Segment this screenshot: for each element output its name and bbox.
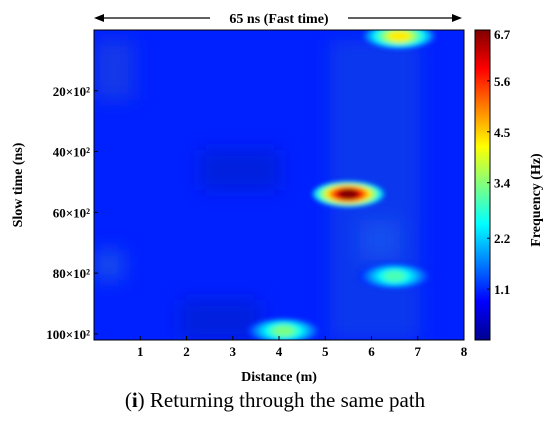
x-tick-label-3: 3 [230, 344, 237, 359]
x-tick-label-2: 2 [183, 344, 190, 359]
hotspots [247, 30, 436, 340]
heatmap-plot [94, 30, 464, 340]
hotspot-2-ring-7 [338, 188, 359, 200]
colorbar-label: Frequency (Hz) [529, 153, 544, 247]
hotspot-4 [247, 317, 320, 340]
x-axis-ticks: 1 2 3 4 5 6 7 8 [137, 336, 468, 359]
x-tick-label-5: 5 [322, 344, 329, 359]
hotspot-1 [363, 30, 436, 50]
fast-time-arrowhead-right [452, 14, 462, 22]
colorbar-ticks: 1.1 2.2 3.4 4.5 5.6 6.7 [487, 27, 511, 297]
y-tick-label-4: 80×10² [53, 266, 90, 281]
x-tick-label-7: 7 [415, 344, 422, 359]
x-tick-label-4: 4 [276, 344, 283, 359]
colorbar: 1.1 2.2 3.4 4.5 5.6 6.7 Frequency (Hz) [474, 27, 544, 341]
caption-label: i [131, 388, 138, 412]
x-tick-label-6: 6 [368, 344, 375, 359]
fast-time-label: 65 ns (Fast time) [229, 12, 328, 27]
colorbar-tick-label-2: 2.2 [494, 231, 510, 246]
caption-text: Returning through the same path [144, 388, 426, 412]
fast-time-annotation: 65 ns (Fast time) [94, 12, 462, 27]
hotspot-1-ring-7 [389, 30, 410, 42]
hotspot-4-ring-7 [273, 325, 294, 337]
colorbar-gradient [474, 29, 491, 341]
x-tick-label-1: 1 [137, 344, 144, 359]
colorbar-tick-label-6: 6.7 [494, 27, 511, 42]
figure-caption: (i) Returning through the same path [124, 388, 426, 412]
hotspot-3 [358, 263, 431, 290]
colorbar-tick-label-1: 1.1 [494, 282, 510, 297]
fast-time-arrowhead-left [94, 14, 104, 22]
y-tick-label-3: 60×10² [53, 205, 90, 220]
y-tick-label-2: 40×10² [53, 145, 90, 160]
y-tick-label-5: 100×10² [46, 327, 90, 342]
hotspot-3-ring-7 [384, 270, 405, 282]
y-tick-label-1: 20×10² [53, 84, 90, 99]
x-axis-label: Distance (m) [241, 370, 317, 385]
colorbar-tick-label-3: 3.4 [494, 176, 511, 191]
colorbar-tick-label-4: 4.5 [494, 125, 511, 140]
y-axis-label: Slow time (ns) [11, 142, 26, 227]
x-tick-label-8: 8 [461, 344, 468, 359]
hotspot-2 [312, 181, 385, 208]
colorbar-tick-label-5: 5.6 [494, 74, 511, 89]
y-axis-ticks: 20×10² 40×10² 60×10² 80×10² 100×10² [46, 84, 98, 342]
